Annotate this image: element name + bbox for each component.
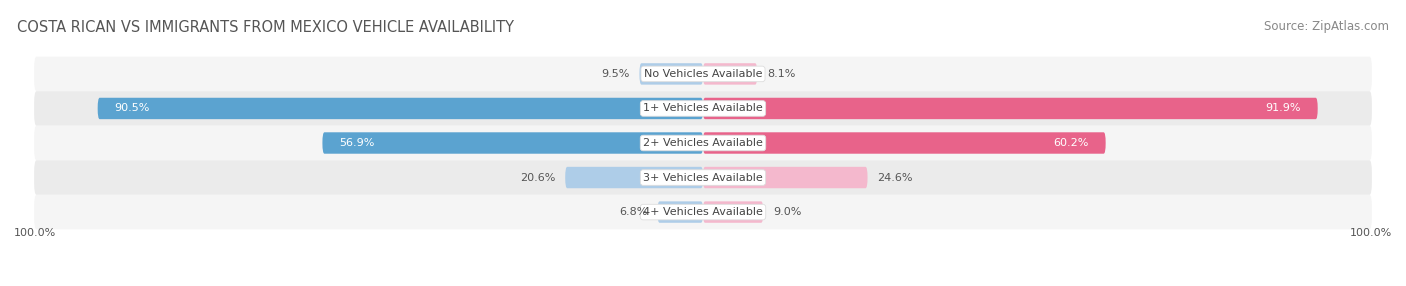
- FancyBboxPatch shape: [703, 201, 763, 223]
- FancyBboxPatch shape: [97, 98, 703, 119]
- Text: COSTA RICAN VS IMMIGRANTS FROM MEXICO VEHICLE AVAILABILITY: COSTA RICAN VS IMMIGRANTS FROM MEXICO VE…: [17, 20, 513, 35]
- Text: 100.0%: 100.0%: [1350, 229, 1392, 239]
- Text: 100.0%: 100.0%: [14, 229, 56, 239]
- Text: 60.2%: 60.2%: [1053, 138, 1088, 148]
- Text: 9.0%: 9.0%: [773, 207, 801, 217]
- Text: 56.9%: 56.9%: [339, 138, 374, 148]
- FancyBboxPatch shape: [322, 132, 703, 154]
- Text: 3+ Vehicles Available: 3+ Vehicles Available: [643, 172, 763, 182]
- FancyBboxPatch shape: [640, 63, 703, 85]
- Text: 4+ Vehicles Available: 4+ Vehicles Available: [643, 207, 763, 217]
- FancyBboxPatch shape: [34, 126, 1372, 160]
- Text: 90.5%: 90.5%: [114, 104, 150, 114]
- Text: 8.1%: 8.1%: [768, 69, 796, 79]
- Text: 2+ Vehicles Available: 2+ Vehicles Available: [643, 138, 763, 148]
- FancyBboxPatch shape: [703, 167, 868, 188]
- FancyBboxPatch shape: [34, 160, 1372, 195]
- FancyBboxPatch shape: [703, 63, 758, 85]
- Text: 6.8%: 6.8%: [619, 207, 648, 217]
- FancyBboxPatch shape: [565, 167, 703, 188]
- Text: Source: ZipAtlas.com: Source: ZipAtlas.com: [1264, 20, 1389, 33]
- Text: 20.6%: 20.6%: [520, 172, 555, 182]
- Text: 91.9%: 91.9%: [1265, 104, 1301, 114]
- Text: 9.5%: 9.5%: [600, 69, 630, 79]
- FancyBboxPatch shape: [703, 98, 1317, 119]
- Text: No Vehicles Available: No Vehicles Available: [644, 69, 762, 79]
- FancyBboxPatch shape: [34, 195, 1372, 229]
- FancyBboxPatch shape: [703, 132, 1105, 154]
- Text: 24.6%: 24.6%: [877, 172, 912, 182]
- Text: 1+ Vehicles Available: 1+ Vehicles Available: [643, 104, 763, 114]
- FancyBboxPatch shape: [34, 91, 1372, 126]
- FancyBboxPatch shape: [658, 201, 703, 223]
- FancyBboxPatch shape: [34, 57, 1372, 91]
